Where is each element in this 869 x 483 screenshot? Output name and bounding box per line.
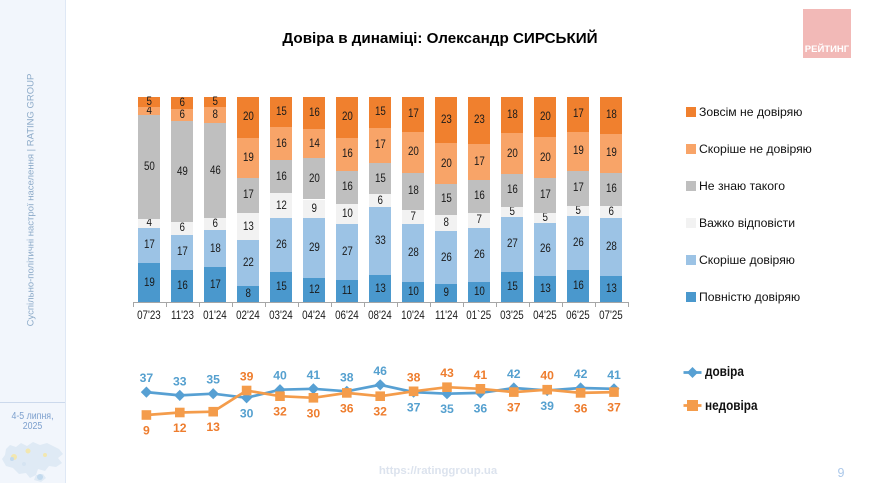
svg-text:42: 42 (507, 367, 521, 381)
svg-text:39: 39 (540, 399, 554, 413)
svg-text:35: 35 (440, 402, 454, 416)
svg-text:37: 37 (407, 401, 421, 415)
svg-text:13: 13 (206, 420, 220, 434)
svg-text:30: 30 (307, 406, 321, 420)
svg-text:39: 39 (240, 370, 254, 384)
svg-text:37: 37 (507, 401, 521, 415)
svg-text:32: 32 (373, 405, 387, 419)
svg-text:36: 36 (574, 401, 588, 415)
svg-text:30: 30 (240, 406, 254, 420)
svg-text:43: 43 (440, 366, 454, 380)
svg-text:40: 40 (540, 369, 554, 383)
svg-text:35: 35 (206, 373, 220, 387)
svg-text:38: 38 (407, 370, 421, 384)
svg-text:38: 38 (340, 370, 354, 384)
svg-text:46: 46 (373, 364, 387, 378)
svg-text:33: 33 (173, 374, 187, 388)
svg-text:42: 42 (574, 367, 588, 381)
svg-text:41: 41 (607, 368, 621, 382)
svg-text:12: 12 (173, 421, 187, 435)
svg-text:41: 41 (474, 368, 488, 382)
svg-text:37: 37 (607, 401, 621, 415)
svg-text:37: 37 (140, 371, 154, 385)
svg-text:41: 41 (307, 368, 321, 382)
svg-text:40: 40 (273, 369, 287, 383)
svg-text:9: 9 (143, 424, 150, 438)
svg-text:36: 36 (474, 401, 488, 415)
svg-text:36: 36 (340, 401, 354, 415)
svg-text:32: 32 (273, 405, 287, 419)
